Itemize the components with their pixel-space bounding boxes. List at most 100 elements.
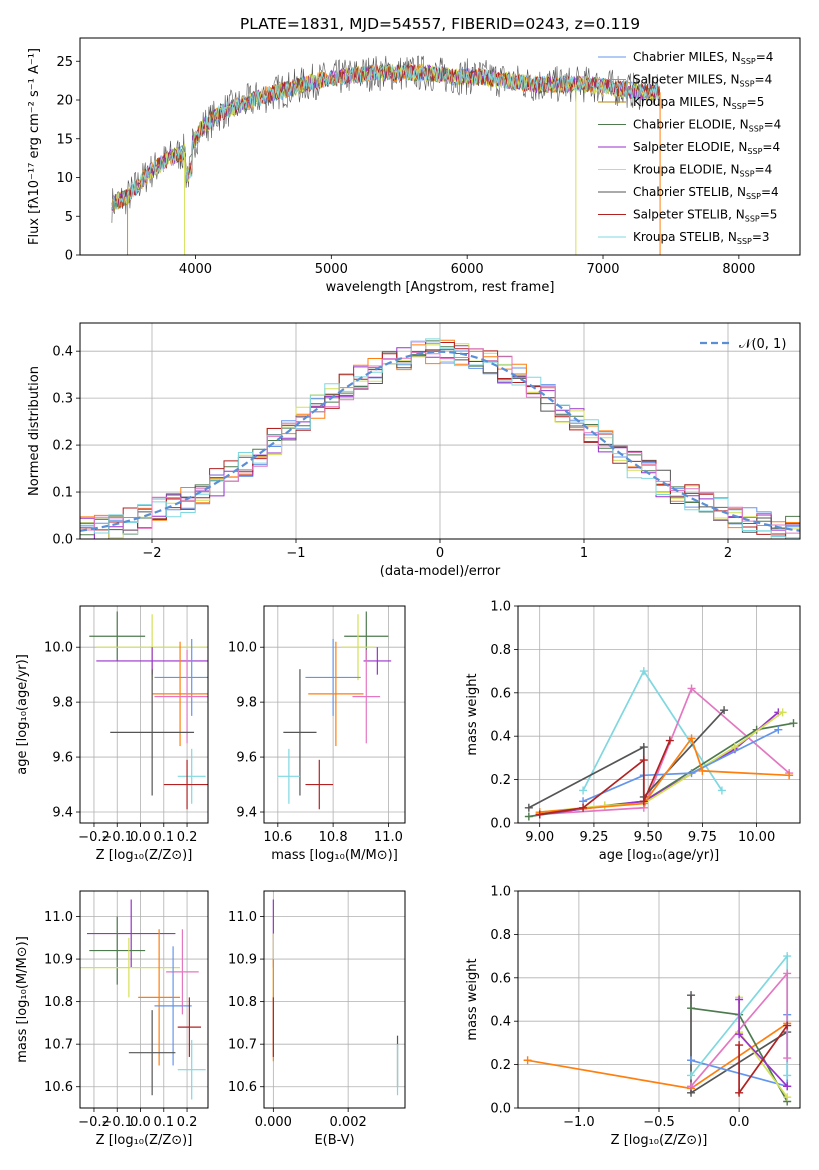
weight-marker	[579, 803, 588, 812]
y-tick-label: 0.0	[52, 533, 73, 548]
x-axis-label: wavelength [Angstrom, rest frame]	[326, 280, 555, 295]
histogram-step	[80, 338, 800, 539]
y-tick-label: 0.4	[490, 1015, 511, 1030]
panel-mass_vs_Z: −0.2−0.10.0 0.1 0.2 10.6 10.7 10.8 10.9 11.0 Z […	[15, 890, 209, 1148]
weight-line	[528, 722, 794, 818]
x-tick-label: 0.0	[729, 1115, 750, 1130]
weight-marker	[687, 1071, 696, 1080]
y-tick-label: 10.0	[44, 641, 73, 656]
y-tick-label: 1.0	[490, 885, 511, 900]
y-axis-label: mass weight	[465, 673, 480, 755]
y-tick-label: 9.8	[236, 696, 257, 711]
weight-marker	[778, 708, 787, 717]
panel-weight_vs_age: 9.00 9.25 9.50 9.75 10.00 0.0 0.2 0.4 0.6 0.8 1.0 a…	[465, 600, 801, 863]
x-tick-label: 0	[436, 546, 444, 561]
y-tick-label: 0.8	[490, 643, 511, 658]
x-tick-label: −2	[142, 546, 161, 561]
y-tick-label: 0	[65, 249, 73, 264]
weight-marker	[783, 969, 792, 978]
panel-residuals: −2 −1 0 1 2 0.0 0.1 0.2 0.3 0.4 (data-model)/error…	[27, 322, 801, 579]
legend-label: 𝒩(0, 1)	[739, 337, 786, 352]
weight-marker	[717, 786, 726, 795]
axes-frame	[79, 890, 209, 1109]
y-tick-label: 5	[65, 210, 73, 225]
weight-marker	[687, 769, 696, 778]
y-tick-label: 10	[56, 171, 73, 186]
legend-label: Chabrier STELIB, NSSP=4	[633, 185, 779, 201]
weight-marker	[639, 667, 648, 676]
weight-marker	[735, 995, 744, 1004]
plot-area-residuals	[80, 338, 800, 539]
axes-frame	[517, 605, 801, 824]
x-tick-label: 0.0	[130, 830, 151, 845]
y-tick-label: 15	[56, 132, 73, 147]
x-axis-label: Z [log₁₀(Z/Z⊙)]	[96, 1133, 193, 1148]
y-tick-label: 10.7	[228, 1038, 257, 1053]
plot-area-mass_vs_ebv	[272, 899, 399, 1096]
weight-marker	[735, 1030, 744, 1039]
axes-frame	[79, 605, 209, 824]
axes-frame	[263, 890, 406, 1109]
y-tick-label: 0.6	[490, 971, 511, 986]
x-tick-label: 10.00	[738, 830, 775, 845]
weight-line	[528, 709, 725, 809]
x-tick-label: −0.1	[101, 1115, 133, 1130]
panel-spectrum: 4000 5000 6000 7000 8000 0 5 10 15 20 25 wavelength…	[27, 37, 801, 295]
y-tick-label: 0.6	[490, 686, 511, 701]
weight-marker	[687, 991, 696, 1000]
weight-line	[582, 669, 723, 791]
weight-marker	[524, 812, 533, 821]
y-tick-label: 0.0	[490, 817, 511, 832]
y-tick-label: 10.9	[228, 953, 257, 968]
weight-marker	[535, 810, 544, 819]
plot-area-mass_vs_Z	[80, 899, 206, 1100]
x-tick-label: 9.00	[525, 830, 554, 845]
x-tick-label: 5000	[315, 262, 348, 277]
plot-area-spectrum	[111, 55, 661, 255]
axes-frame	[263, 605, 406, 824]
y-tick-label: 0.8	[490, 928, 511, 943]
x-tick-label: 11.0	[374, 830, 403, 845]
y-tick-label: 10.0	[228, 641, 257, 656]
x-tick-label: −0.2	[78, 1115, 110, 1130]
y-tick-label: 10.8	[228, 995, 257, 1010]
legend-label: Kroupa ELODIE, NSSP=4	[633, 163, 772, 179]
y-tick-label: 9.8	[52, 696, 73, 711]
y-tick-label: 10.7	[44, 1038, 73, 1053]
weight-marker	[687, 1004, 696, 1013]
x-tick-label: 0.2	[177, 1115, 198, 1130]
y-tick-label: 9.4	[236, 806, 257, 821]
weight-marker	[783, 1082, 792, 1091]
legend-label: Salpeter STELIB, NSSP=5	[633, 208, 777, 224]
y-tick-label: 0.2	[52, 439, 73, 454]
legend-label: Chabrier ELODIE, NSSP=4	[633, 118, 781, 134]
x-axis-label: (data-model)/error	[380, 564, 501, 579]
x-tick-label: 9.50	[634, 830, 663, 845]
axes-frame	[79, 322, 801, 540]
y-tick-label: 25	[56, 55, 73, 70]
figure-title: PLATE=1831, MJD=54557, FIBERID=0243, z=0…	[240, 15, 640, 33]
y-tick-label: 0.1	[52, 486, 73, 501]
y-tick-label: 1.0	[490, 600, 511, 615]
y-axis-label: Flux [fλ10⁻¹⁷ erg cm⁻² s⁻¹ A⁻¹]	[27, 48, 42, 245]
weight-marker	[783, 1021, 792, 1030]
weight-marker	[579, 786, 588, 795]
spectrum-line	[111, 64, 661, 210]
legend-label: Chabrier MILES, NSSP=4	[633, 50, 773, 66]
y-tick-label: 0.2	[490, 1058, 511, 1073]
x-axis-label: Z [log₁₀(Z/Z⊙)]	[611, 1133, 708, 1148]
y-tick-label: 0.3	[52, 392, 73, 407]
weight-line	[539, 687, 790, 816]
weight-marker	[687, 1056, 696, 1065]
weight-marker	[735, 1041, 744, 1050]
x-tick-label: 0.002	[330, 1115, 367, 1130]
weight-line	[539, 711, 779, 816]
x-tick-label: 0.1	[153, 1115, 174, 1130]
x-tick-label: −0.2	[78, 830, 110, 845]
weight-marker	[730, 743, 739, 752]
y-tick-label: 20	[56, 94, 73, 109]
axes-frame	[79, 37, 801, 256]
x-tick-label: 7000	[586, 262, 619, 277]
x-tick-label: 1	[580, 546, 588, 561]
weight-marker	[774, 725, 783, 734]
